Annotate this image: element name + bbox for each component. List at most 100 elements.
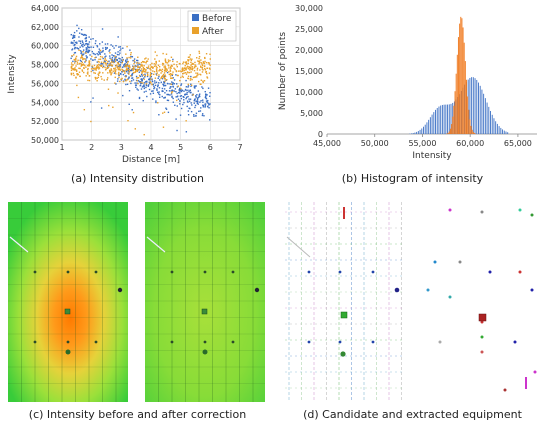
data-point (168, 73, 170, 76)
data-point (84, 60, 87, 62)
histogram-bar (460, 90, 462, 134)
data-point (87, 68, 89, 71)
data-point (175, 74, 177, 76)
data-point (79, 75, 81, 77)
data-point (122, 47, 124, 49)
data-point (85, 59, 87, 61)
histogram-bar (438, 106, 440, 134)
data-point (157, 93, 160, 95)
histogram-bar (474, 133, 476, 134)
extracted-dot (448, 295, 452, 299)
equipment-marker (64, 308, 71, 315)
data-point (82, 51, 84, 53)
data-point (87, 71, 89, 73)
data-point (202, 87, 204, 90)
data-point (79, 59, 82, 62)
data-point (140, 78, 142, 80)
data-point (204, 96, 207, 99)
data-point (147, 65, 150, 67)
data-point (135, 84, 138, 86)
data-point (188, 100, 191, 102)
data-point (188, 91, 190, 93)
data-point (205, 95, 207, 98)
data-point (195, 112, 198, 114)
data-point (169, 87, 171, 89)
data-point (195, 114, 197, 117)
data-point (141, 72, 143, 74)
data-point (169, 66, 172, 69)
data-point (144, 76, 146, 78)
data-point (164, 69, 166, 71)
data-point (74, 48, 76, 50)
data-point (128, 76, 130, 78)
data-point (161, 76, 163, 78)
equipment-marker (201, 308, 208, 315)
intensity-histogram-chart: 0 5,000 10,000 15,000 20,000 25,000 30,000 45,0… (278, 4, 537, 161)
data-point (126, 57, 128, 59)
data-point (143, 85, 145, 88)
data-point (164, 68, 167, 70)
data-point (157, 64, 160, 67)
data-point (155, 100, 157, 102)
data-point (76, 41, 78, 43)
data-point (209, 91, 211, 94)
data-point (190, 64, 192, 66)
data-point (146, 81, 148, 83)
data-point (155, 68, 158, 70)
data-point (90, 46, 92, 48)
data-point (119, 80, 121, 83)
histogram-bar (470, 125, 472, 134)
data-point (172, 82, 174, 84)
data-point (179, 114, 182, 116)
data-point (169, 72, 172, 75)
data-point (138, 62, 140, 64)
data-point (143, 68, 145, 71)
data-point (156, 88, 158, 90)
histogram-bar (463, 42, 465, 134)
data-point (72, 41, 74, 44)
data-point (205, 100, 208, 102)
data-point (81, 55, 83, 58)
data-point (140, 62, 143, 64)
data-point (131, 77, 134, 79)
data-point (143, 61, 145, 63)
data-point (179, 88, 181, 90)
data-point (117, 68, 120, 71)
histogram-bar (454, 91, 456, 134)
histogram-bar (448, 131, 450, 134)
data-point (195, 65, 197, 67)
data-point (81, 33, 84, 36)
data-point (76, 74, 79, 76)
data-point (75, 69, 78, 71)
data-point (128, 73, 130, 75)
data-point (82, 64, 85, 66)
data-point (208, 63, 210, 65)
data-point (76, 73, 79, 75)
data-point (121, 61, 124, 64)
histogram-bar (450, 103, 452, 134)
data-point (138, 68, 141, 71)
data-point (181, 69, 183, 71)
data-point (189, 54, 191, 56)
data-point (119, 46, 122, 48)
data-point (88, 79, 91, 82)
histogram-bar (502, 129, 504, 134)
data-point (205, 53, 208, 55)
data-point (192, 94, 194, 96)
data-point (114, 70, 116, 72)
data-point (197, 103, 199, 105)
extracted-dot (488, 270, 492, 274)
histogram-bar (471, 77, 473, 134)
data-point (103, 79, 105, 81)
data-point (169, 94, 171, 96)
heatmap-fill (145, 202, 265, 402)
data-point (191, 78, 193, 81)
data-point (74, 60, 76, 63)
data-point (130, 69, 133, 72)
data-point (145, 84, 148, 87)
data-point (151, 78, 153, 80)
data-point (187, 75, 190, 77)
data-point (163, 97, 165, 99)
data-point (93, 67, 95, 70)
x-tick-label: 45,000 (313, 139, 341, 148)
